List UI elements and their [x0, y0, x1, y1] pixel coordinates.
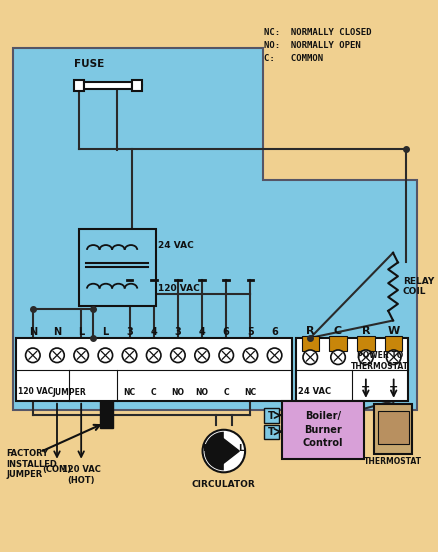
Circle shape — [330, 350, 345, 364]
Polygon shape — [13, 48, 416, 411]
Text: FACTORY
INSTALLED
JUMPER: FACTORY INSTALLED JUMPER — [6, 449, 57, 479]
Text: 120 VAC: 120 VAC — [18, 386, 53, 396]
Text: C: C — [223, 388, 229, 396]
Text: NO:  NORMALLY OPEN: NO: NORMALLY OPEN — [264, 41, 360, 50]
Text: NC: NC — [244, 388, 256, 396]
Text: C: C — [151, 388, 156, 396]
Text: JUMPER: JUMPER — [52, 388, 86, 396]
Circle shape — [122, 348, 137, 363]
FancyBboxPatch shape — [357, 336, 374, 352]
Text: N: N — [53, 327, 61, 337]
Circle shape — [243, 348, 257, 363]
Circle shape — [385, 350, 400, 364]
FancyBboxPatch shape — [132, 79, 141, 91]
FancyBboxPatch shape — [99, 401, 113, 428]
Wedge shape — [204, 432, 223, 470]
Text: 3: 3 — [174, 327, 181, 337]
Text: Control: Control — [302, 438, 343, 448]
Circle shape — [25, 348, 40, 363]
Text: C: C — [333, 326, 341, 336]
FancyBboxPatch shape — [264, 425, 278, 439]
Text: 6: 6 — [271, 327, 277, 337]
Text: (COM): (COM) — [42, 465, 71, 474]
FancyBboxPatch shape — [83, 82, 132, 89]
Text: Burner: Burner — [304, 425, 341, 435]
Text: FUSE: FUSE — [74, 59, 104, 69]
Text: N: N — [29, 327, 37, 337]
Circle shape — [219, 348, 233, 363]
FancyBboxPatch shape — [16, 338, 291, 401]
Text: R: R — [361, 326, 369, 336]
Text: T: T — [268, 427, 275, 437]
Text: 4: 4 — [150, 327, 157, 337]
FancyBboxPatch shape — [74, 79, 83, 91]
Circle shape — [202, 430, 244, 473]
Text: C:   COMMON: C: COMMON — [264, 54, 323, 62]
Text: NO: NO — [195, 388, 208, 396]
Circle shape — [267, 348, 281, 363]
Text: T: T — [268, 411, 275, 421]
Text: NC: NC — [123, 388, 135, 396]
Text: T: T — [361, 386, 369, 396]
FancyBboxPatch shape — [264, 408, 278, 423]
Circle shape — [49, 348, 64, 363]
Text: (HOT): (HOT) — [67, 476, 95, 485]
FancyBboxPatch shape — [301, 336, 318, 352]
Text: 3: 3 — [126, 327, 133, 337]
Text: 5: 5 — [247, 327, 253, 337]
Text: 24 VAC: 24 VAC — [297, 386, 331, 396]
Text: 4: 4 — [198, 327, 205, 337]
Text: R: R — [305, 326, 314, 336]
Polygon shape — [221, 438, 239, 465]
Text: CIRCULATOR: CIRCULATOR — [191, 480, 255, 489]
Text: NO: NO — [171, 388, 184, 396]
Text: W: W — [387, 326, 399, 336]
FancyBboxPatch shape — [296, 338, 406, 401]
FancyBboxPatch shape — [328, 336, 346, 352]
FancyBboxPatch shape — [377, 411, 408, 444]
Text: N: N — [202, 444, 210, 453]
FancyBboxPatch shape — [384, 336, 402, 352]
Text: L: L — [102, 327, 108, 337]
Text: 120 VAC: 120 VAC — [158, 284, 199, 293]
Circle shape — [358, 350, 372, 364]
Text: Boiler/: Boiler/ — [304, 411, 340, 421]
Text: NC:  NORMALLY CLOSED: NC: NORMALLY CLOSED — [264, 28, 371, 38]
Circle shape — [302, 350, 317, 364]
Text: T: T — [389, 386, 396, 396]
FancyBboxPatch shape — [78, 229, 156, 306]
Text: THERMOSTAT: THERMOSTAT — [363, 457, 421, 466]
Text: POWER TO
THERMOSTAT: POWER TO THERMOSTAT — [350, 352, 408, 371]
Circle shape — [98, 348, 113, 363]
Text: RELAY
COIL: RELAY COIL — [402, 277, 433, 296]
Text: L: L — [78, 327, 84, 337]
Circle shape — [74, 348, 88, 363]
Text: 24 VAC: 24 VAC — [158, 241, 193, 250]
Circle shape — [170, 348, 185, 363]
Text: L: L — [238, 444, 244, 453]
Circle shape — [194, 348, 209, 363]
Text: 120 VAC: 120 VAC — [62, 465, 100, 474]
FancyBboxPatch shape — [373, 404, 411, 454]
Circle shape — [146, 348, 161, 363]
FancyBboxPatch shape — [281, 401, 363, 459]
Text: 6: 6 — [223, 327, 229, 337]
